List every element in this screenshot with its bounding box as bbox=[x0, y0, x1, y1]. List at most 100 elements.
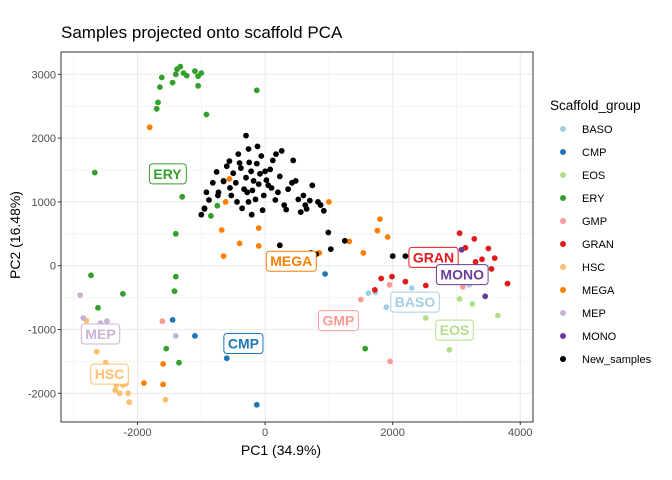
data-point bbox=[263, 177, 270, 184]
legend-label: HSC bbox=[582, 262, 605, 274]
data-point bbox=[386, 281, 393, 288]
legend-label: GMP bbox=[582, 216, 607, 228]
legend-label: MEP bbox=[582, 308, 606, 320]
data-point bbox=[243, 132, 249, 139]
data-point bbox=[479, 256, 485, 263]
data-point bbox=[306, 197, 313, 204]
series-cmp bbox=[169, 271, 328, 408]
group-label-box bbox=[435, 319, 474, 341]
group-label-box bbox=[318, 310, 359, 332]
legend-label: BASO bbox=[582, 124, 613, 136]
data-point bbox=[384, 234, 391, 240]
y-tick-label: 0 bbox=[50, 261, 56, 273]
legend-key bbox=[560, 195, 566, 201]
data-point bbox=[239, 205, 246, 212]
legend-label: EOS bbox=[582, 170, 605, 182]
data-point bbox=[248, 168, 255, 175]
legend-label: ERY bbox=[582, 193, 605, 205]
legend-key bbox=[560, 218, 566, 224]
data-point bbox=[230, 170, 237, 177]
legend-key bbox=[560, 333, 566, 339]
data-point bbox=[208, 213, 214, 219]
data-point bbox=[371, 287, 378, 293]
data-point bbox=[91, 169, 98, 176]
data-point bbox=[172, 273, 179, 280]
data-point bbox=[236, 240, 243, 247]
data-point bbox=[456, 296, 463, 302]
data-point bbox=[491, 255, 498, 261]
data-point bbox=[268, 185, 275, 191]
data-point bbox=[341, 237, 348, 244]
data-point bbox=[257, 170, 263, 177]
data-point bbox=[482, 293, 489, 300]
data-point bbox=[227, 185, 233, 191]
data-point bbox=[269, 157, 276, 164]
data-point bbox=[267, 166, 274, 173]
data-point bbox=[95, 304, 101, 311]
data-point bbox=[213, 169, 220, 175]
legend-item-mega: MEGA bbox=[560, 285, 615, 297]
y-tick-label: -2000 bbox=[28, 388, 56, 400]
series-eos bbox=[422, 296, 501, 353]
data-point bbox=[446, 347, 453, 353]
legend-label: GRAN bbox=[582, 239, 614, 251]
group-label-box bbox=[223, 333, 264, 355]
data-point bbox=[281, 202, 288, 209]
data-point bbox=[160, 361, 167, 367]
data-point bbox=[214, 202, 221, 209]
data-point bbox=[201, 206, 208, 212]
data-point bbox=[179, 193, 186, 200]
legend-title: Scaffold_group bbox=[550, 98, 641, 113]
data-point bbox=[220, 253, 227, 259]
data-point bbox=[383, 304, 390, 311]
group-label-text: MONO bbox=[440, 267, 484, 283]
data-point bbox=[377, 216, 383, 223]
data-point bbox=[365, 290, 372, 296]
data-point bbox=[158, 74, 165, 81]
group-label-box bbox=[390, 291, 440, 313]
group-label-box bbox=[408, 246, 459, 268]
data-point bbox=[234, 199, 240, 205]
legend-item-gmp: GMP bbox=[560, 216, 607, 228]
legend-item-cmp: CMP bbox=[560, 147, 606, 159]
data-point bbox=[252, 196, 259, 203]
data-point bbox=[260, 192, 267, 199]
data-point bbox=[249, 187, 256, 194]
group-label-box bbox=[148, 163, 187, 185]
x-tick-label: 4000 bbox=[508, 427, 532, 439]
group-label-box bbox=[90, 363, 129, 385]
data-point bbox=[93, 348, 100, 355]
series-mep bbox=[77, 292, 179, 339]
data-point bbox=[146, 124, 153, 131]
group-label-eos: EOS bbox=[435, 319, 474, 341]
data-point bbox=[456, 230, 463, 237]
data-point bbox=[176, 359, 182, 366]
data-point bbox=[198, 211, 205, 218]
data-point bbox=[183, 72, 190, 79]
data-point bbox=[303, 206, 310, 212]
group-label-hsc: HSC bbox=[90, 363, 129, 385]
data-point bbox=[250, 178, 257, 184]
data-point bbox=[215, 192, 221, 199]
series-gmp bbox=[159, 281, 466, 365]
data-point bbox=[272, 197, 279, 203]
y-tick-label: -1000 bbox=[28, 325, 56, 337]
data-point bbox=[327, 246, 334, 253]
data-point bbox=[387, 358, 393, 365]
data-point bbox=[422, 315, 429, 321]
data-point bbox=[169, 79, 176, 86]
data-point bbox=[275, 189, 281, 196]
legend-key bbox=[560, 172, 566, 178]
x-tick-label: 0 bbox=[262, 427, 268, 439]
group-label-text: BASO bbox=[395, 294, 436, 310]
data-point bbox=[153, 105, 160, 112]
legend-item-mep: MEP bbox=[560, 308, 606, 320]
data-point bbox=[235, 151, 242, 158]
group-label-baso: BASO bbox=[390, 291, 440, 313]
data-point bbox=[346, 238, 353, 245]
data-point bbox=[273, 151, 279, 158]
data-point bbox=[285, 186, 291, 193]
data-point bbox=[223, 163, 230, 170]
group-label-ery: ERY bbox=[148, 163, 187, 185]
